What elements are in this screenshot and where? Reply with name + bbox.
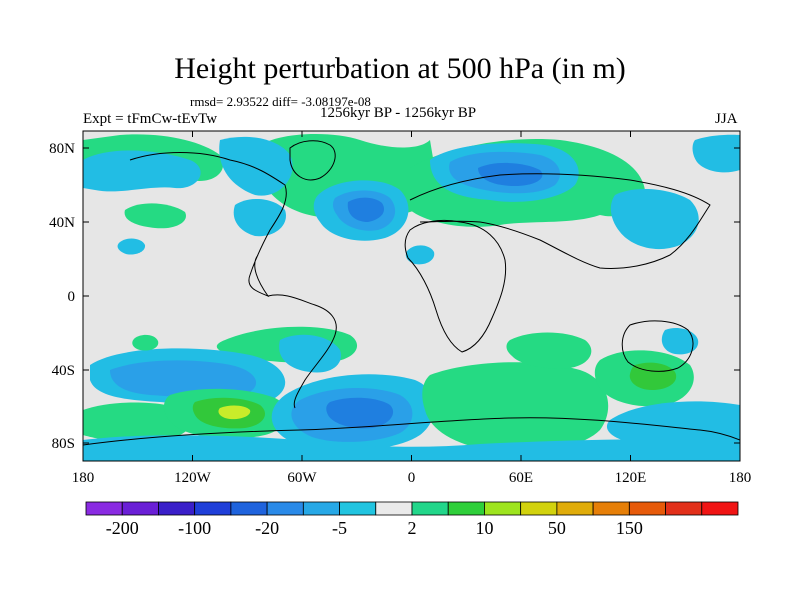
lon-label: 0 xyxy=(408,470,416,486)
colorbar-swatch xyxy=(520,501,558,516)
colorbar-swatch xyxy=(266,501,304,516)
lat-label: 80S xyxy=(52,436,75,452)
cyan-region-bering xyxy=(692,134,740,173)
lon-label: 180 xyxy=(72,470,95,486)
cyan-blob-mid-pacific xyxy=(117,238,146,255)
cyan-region-south-america xyxy=(279,334,341,373)
colorbar-swatch xyxy=(302,501,340,516)
colorbar-swatch xyxy=(194,501,232,516)
colorbar-label: 2 xyxy=(408,518,417,538)
lon-label: 180 xyxy=(729,470,752,486)
colorbar-swatch xyxy=(339,501,377,516)
cyan-blob-mediterranean xyxy=(405,245,435,265)
lon-label: 60W xyxy=(287,470,317,486)
colorbar-label: 150 xyxy=(616,518,643,538)
colorbar-swatch xyxy=(665,501,703,516)
cyan-region-north-pacific xyxy=(83,150,201,192)
blue-core-south-atlantic xyxy=(326,397,394,429)
colorbar-swatch xyxy=(375,501,413,516)
colorbar-swatch xyxy=(85,501,123,516)
stats-text: rmsd= 2.93522 diff= -3.08197e-08 xyxy=(190,94,371,109)
blue-region-south-pacific xyxy=(110,360,257,398)
coastline-south-america xyxy=(267,294,337,409)
cyan-region-australia-east xyxy=(661,328,699,355)
coastlines xyxy=(83,140,740,446)
blue-core-atlantic-low xyxy=(347,197,385,222)
green-region-south-africa xyxy=(506,332,592,369)
colorbar-label: -100 xyxy=(178,518,211,538)
colorbar-swatch xyxy=(121,501,159,516)
colorbar-swatch xyxy=(628,501,666,516)
colorbar-swatch xyxy=(484,501,522,516)
colorbar-swatch xyxy=(158,501,196,516)
cyan-region-antarctic-east xyxy=(606,401,740,447)
lat-label: 0 xyxy=(68,289,76,305)
lon-label: 120W xyxy=(174,470,212,486)
lat-label: 40S xyxy=(52,363,75,379)
colorbar-label: -5 xyxy=(332,518,347,538)
coastline-antarctica xyxy=(83,417,740,446)
experiment-label: Expt = tFmCw-tEvTw xyxy=(83,111,218,127)
cyan-region-east-asia xyxy=(610,188,699,250)
colorbar-swatch xyxy=(230,501,268,516)
height-field xyxy=(83,131,740,461)
colorbar-label: 10 xyxy=(475,518,493,538)
cyan-region-antarctic xyxy=(83,435,740,461)
lime-core-southern-ocean xyxy=(218,405,251,420)
coastline-australia xyxy=(621,320,694,372)
colorbar: -200 -100 -20 -5 2 10 50 150 xyxy=(85,501,739,538)
colorbar-label: 50 xyxy=(548,518,566,538)
green-region-indian-ocean xyxy=(422,362,609,452)
coastline-north-america xyxy=(129,152,287,298)
coastline-africa-eurasia xyxy=(404,219,507,353)
lon-label: 120E xyxy=(615,470,647,486)
colorbar-swatch xyxy=(701,501,739,516)
lat-label: 40N xyxy=(49,215,75,231)
green-blob-southwest-pacific xyxy=(132,334,159,351)
colorbar-label: -200 xyxy=(106,518,139,538)
cyan-region-canada xyxy=(233,198,286,237)
coastline-greenland xyxy=(289,140,336,181)
colorbar-swatch xyxy=(592,501,630,516)
season-label: JJA xyxy=(715,111,738,127)
colorbar-swatch xyxy=(556,501,594,516)
colorbar-swatch xyxy=(411,501,449,516)
period-label: 1256kyr BP - 1256kyr BP xyxy=(320,105,477,121)
lon-label: 60E xyxy=(509,470,533,486)
cyan-region-greenland xyxy=(219,136,293,196)
map-title: Height perturbation at 500 hPa (in m) xyxy=(174,52,626,85)
colorbar-label: -20 xyxy=(255,518,279,538)
colorbar-swatch xyxy=(447,501,485,516)
green-region-north-pacific xyxy=(124,203,186,229)
coastline-eurasia-north xyxy=(409,173,711,269)
lat-label: 80N xyxy=(49,141,75,157)
axes: 80N 40N 0 40S 80S 180 120W 60W 0 60E 120E 180 xyxy=(49,131,751,486)
